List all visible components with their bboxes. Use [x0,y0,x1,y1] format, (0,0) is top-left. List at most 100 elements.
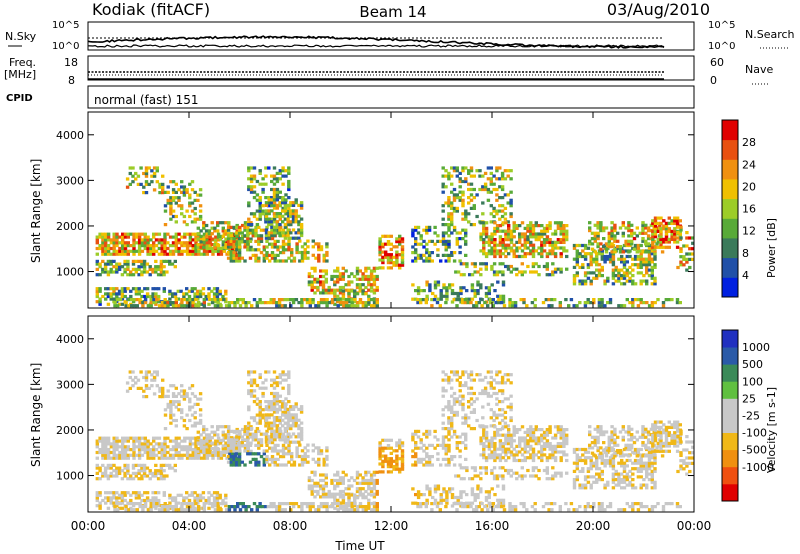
power-cell [155,180,159,184]
power-cell [389,247,393,251]
velocity-cell [330,492,334,496]
power-cell [645,282,649,286]
power-cell [501,300,506,304]
velocity-cell [482,444,486,448]
power-cell [495,187,499,192]
velocity-cell [436,484,441,488]
velocity-cell [313,473,317,477]
power-cell [515,273,519,277]
power-panel-frame [87,111,695,309]
power-cell [517,270,522,274]
velocity-cell [313,481,317,485]
velocity-cell [257,441,261,445]
power-cell [252,185,257,189]
power-cell [458,171,462,175]
power-cell [647,252,652,256]
power-cell [267,196,271,200]
velocity-cell [193,496,197,500]
power-cell [330,288,334,292]
velocity-cell [458,455,462,459]
power-cell [235,225,239,229]
velocity-cell [120,498,125,503]
velocity-cell [101,456,105,460]
velocity-cell [109,466,113,470]
power-cell [441,253,446,257]
power-cell [608,254,613,259]
power-cell [400,263,405,267]
power-cell [194,238,198,242]
power-cell [287,187,291,192]
velocity-cell [286,416,290,420]
velocity-cell [299,407,304,411]
power-cell [644,242,648,246]
power-cell [575,263,579,267]
velocity-cell [229,449,233,453]
power-cell [249,185,254,189]
velocity-cell [95,471,99,475]
velocity-cell [495,413,499,417]
power-cell [526,252,530,256]
velocity-cell [490,487,494,491]
velocity-cell [158,389,162,393]
power-cell [224,297,228,301]
power-cell [200,252,204,256]
power-cell [491,304,495,308]
power-cell [180,185,184,189]
power-cell [112,241,116,245]
power-cell [207,240,212,244]
velocity-cell [115,498,119,503]
power-cell [641,231,645,235]
power-cell [676,225,680,229]
power-cell [249,212,254,216]
power-cell [509,198,513,202]
power-cell [118,241,122,245]
power-cell [562,249,566,253]
velocity-cell [523,444,527,448]
power-cell [469,182,474,186]
velocity-cell [275,416,279,420]
velocity-cell [115,466,119,470]
power-cell [287,206,291,210]
velocity-cell [476,495,480,500]
velocity-cell [448,490,452,494]
power-cell [336,269,340,273]
power-cell [493,232,497,236]
power-cell [101,246,105,251]
power-cell [664,240,669,244]
power-cell [531,224,536,228]
velocity-cell [400,444,405,448]
power-cell [277,304,282,308]
power-cell [207,302,211,306]
power-cell [173,294,178,299]
power-cell [347,288,351,292]
power-cell [367,266,371,270]
velocity-cell [461,402,465,406]
power-cell [182,214,187,219]
power-cell [347,280,351,284]
power-cell [481,201,485,205]
velocity-cell [221,449,225,453]
velocity-cell [254,435,258,439]
power-cell [202,245,206,249]
power-cell [670,237,674,241]
velocity-cell [120,496,125,500]
power-cell [197,249,201,253]
noise-right-label: N.Search [745,28,795,41]
power-cell [123,249,128,253]
velocity-cell [232,449,236,453]
velocity-cell [279,449,283,453]
power-cell [620,257,624,261]
power-cell [482,252,486,256]
velocity-cell [248,435,253,439]
velocity-cell [347,492,351,496]
velocity-cell [272,397,277,401]
power-cell [667,216,671,220]
power-cell [255,304,259,308]
velocity-cell [134,463,138,467]
power-cell [611,254,616,259]
power-cell [389,253,393,257]
velocity-cell [400,451,405,455]
power-cell [149,301,153,305]
power-cell [361,277,365,281]
power-cell [487,291,491,296]
